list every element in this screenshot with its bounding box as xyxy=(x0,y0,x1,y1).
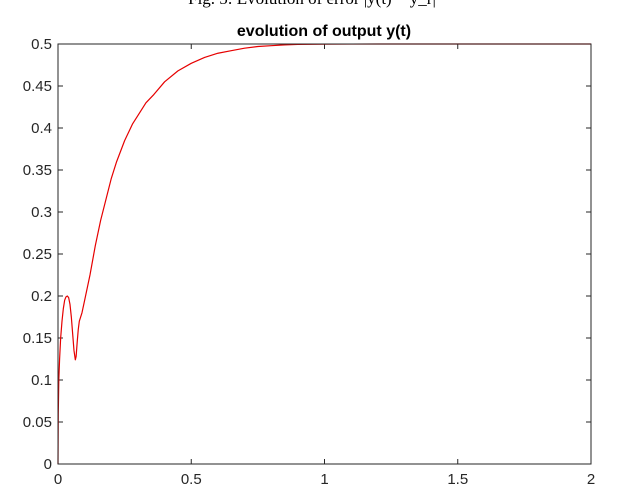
y-tick-label: 0.1 xyxy=(31,372,52,389)
y-tick-label: 0.5 xyxy=(31,36,52,53)
chart-title: evolution of output y(t) xyxy=(237,23,411,40)
figure-caption: Fig. 5: Evolution of error |y(t) − y_r| xyxy=(188,0,436,8)
plot-area xyxy=(58,44,591,464)
y-tick-label: 0 xyxy=(44,456,52,473)
y-tick-label: 0.2 xyxy=(31,288,52,305)
x-tick-label: 0.5 xyxy=(181,471,202,488)
x-tick-label: 1.5 xyxy=(447,471,468,488)
y-tick-label: 0.4 xyxy=(31,120,52,137)
series-layer xyxy=(57,43,591,465)
y-tick-label: 0.15 xyxy=(23,330,52,347)
y-tick-label: 0.05 xyxy=(23,414,52,431)
series-line-output-y xyxy=(57,43,591,465)
y-tick-label: 0.25 xyxy=(23,246,52,263)
y-tick-label: 0.45 xyxy=(23,78,52,95)
axes: 0 0.5 1 1.5 2 0 0.05 0.1 0.15 0.2 0.25 0.3 0.35 0.4 0.… xyxy=(23,36,595,488)
x-tick-label: 1 xyxy=(320,471,328,488)
plot-border xyxy=(57,43,592,465)
x-tick-label: 2 xyxy=(587,471,595,488)
y-tick-label: 0.35 xyxy=(23,162,52,179)
x-tick-label: 0 xyxy=(54,471,62,488)
y-tick-label: 0.3 xyxy=(31,204,52,221)
